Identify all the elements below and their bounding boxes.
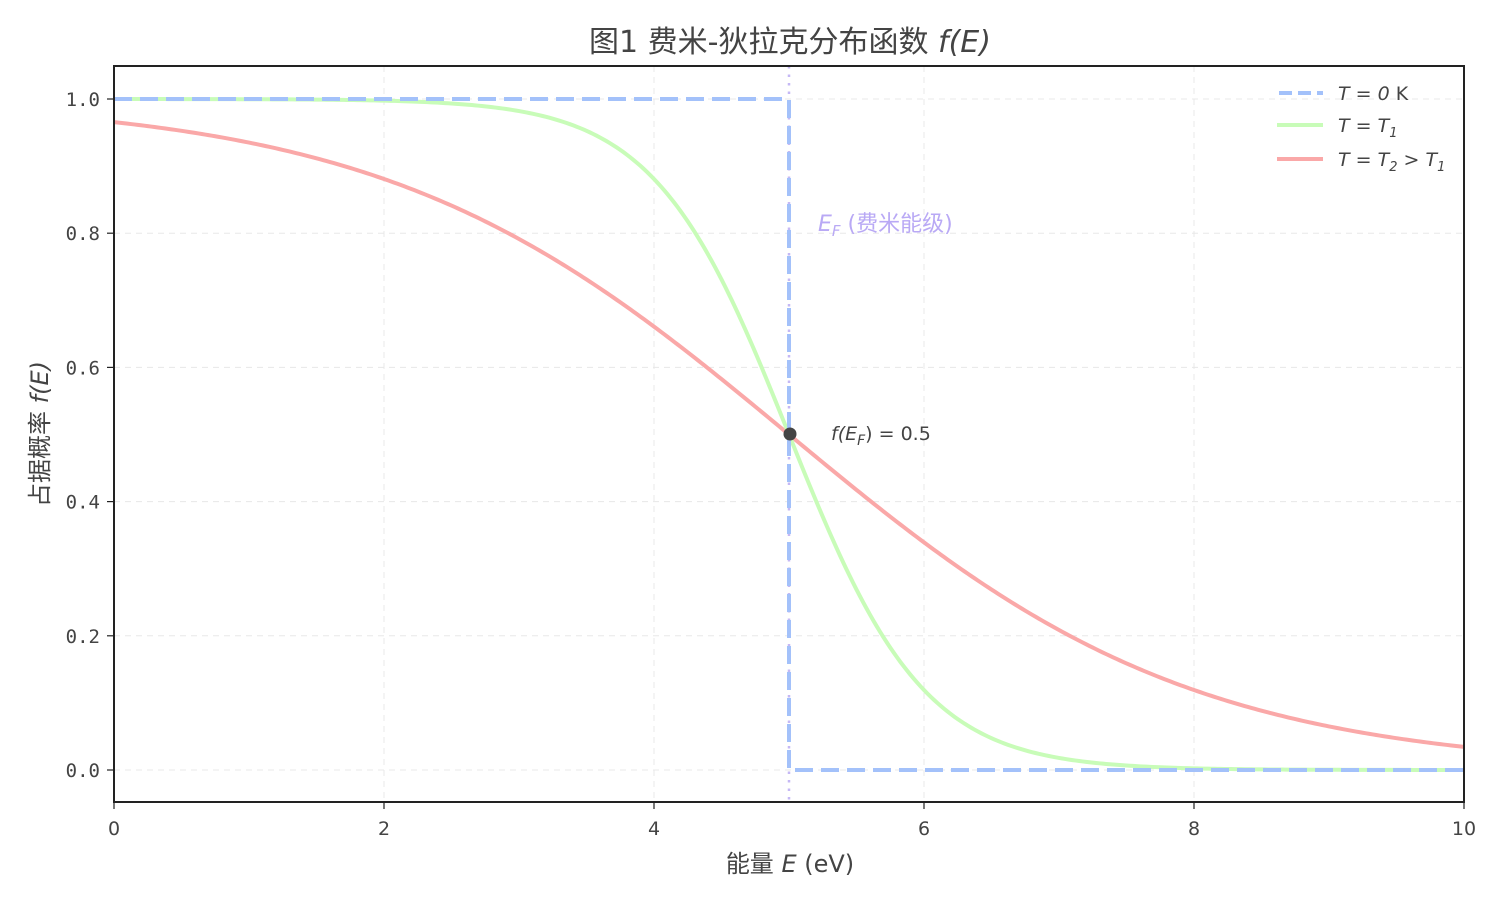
y-tick-label: 0.0 [66, 760, 100, 782]
chart-title: 图1 费米-狄拉克分布函数 f(E) [589, 25, 991, 60]
half-occupation-marker [783, 427, 797, 441]
legend-label-t1: T = T1 [1338, 115, 1398, 141]
plot-frame [113, 65, 1465, 803]
legend-label-t2: T = T2 > T1 [1338, 149, 1445, 175]
x-tick-label: 10 [1452, 818, 1476, 840]
y-tick-label: 0.4 [66, 492, 100, 514]
y-axis-label: 占据概率 f(E) [26, 361, 54, 507]
x-tick-label: 2 [378, 818, 390, 840]
x-tick-label: 6 [918, 818, 930, 840]
y-tick-label: 0.6 [66, 357, 100, 379]
axis-ticks: 0.0 0.2 0.4 0.6 0.8 1.0 0 2 4 6 8 10 [66, 89, 1476, 840]
legend-label-t0: T = 0 K [1338, 83, 1409, 105]
x-tick-label: 0 [108, 818, 120, 840]
fermi-level-annotation: EF (费米能级) [818, 212, 953, 240]
y-tick-label: 0.8 [66, 223, 100, 245]
half-occupation-label: f(EF) = 0.5 [831, 423, 931, 449]
x-axis-label: 能量 E (eV) [726, 850, 854, 878]
legend: T = 0 K T = T1 T = T2 > T1 [1277, 83, 1445, 175]
y-tick-label: 0.2 [66, 626, 100, 648]
x-tick-label: 8 [1188, 818, 1200, 840]
x-tick-label: 4 [648, 818, 660, 840]
y-tick-label: 1.0 [66, 89, 100, 111]
